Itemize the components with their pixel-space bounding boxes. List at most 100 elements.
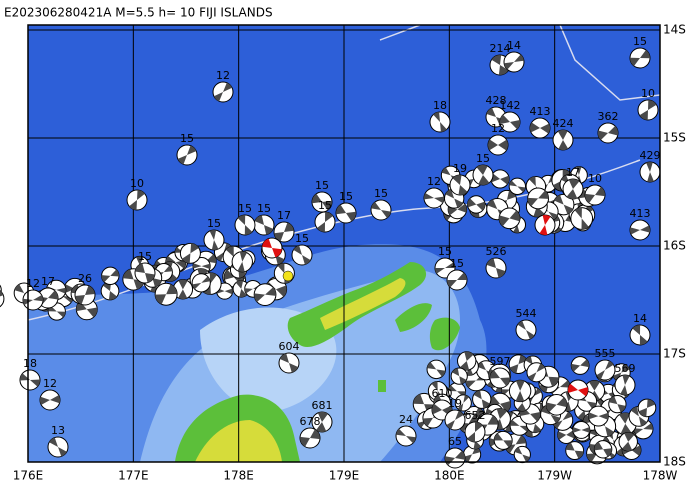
- ball-compression: [423, 193, 445, 203]
- focal-mechanism: [513, 445, 531, 464]
- lat-label: 16S: [663, 239, 686, 253]
- focal-mechanism: [485, 257, 507, 279]
- focal-mechanism: [74, 284, 96, 306]
- focal-mechanism: [629, 324, 651, 346]
- focal-mechanism: [552, 129, 574, 151]
- ball-compression: [541, 406, 561, 424]
- focal-mechanism: [526, 362, 547, 383]
- lat-label: 17S: [663, 347, 686, 361]
- depth-label: 604: [279, 340, 300, 353]
- depth-label: 19: [448, 397, 462, 410]
- ball-compression: [494, 433, 513, 448]
- ball-compression: [254, 287, 276, 302]
- focal-mechanism: [527, 187, 550, 210]
- ball-compression: [629, 50, 651, 66]
- ball-compression: [274, 222, 294, 242]
- ball-compression: [155, 284, 178, 305]
- depth-label: 678: [300, 415, 321, 428]
- focal-mechanism: [191, 273, 211, 293]
- focal-mechanism: [335, 202, 357, 224]
- focal-mechanism: [426, 359, 446, 380]
- focal-mechanism: [47, 436, 69, 458]
- ball-compression: [630, 406, 647, 427]
- focal-mechanism: [499, 111, 521, 133]
- ball-compression: [262, 238, 282, 258]
- focal-mechanism: [454, 394, 472, 412]
- ball-compression: [279, 353, 299, 373]
- focal-mechanism: [291, 244, 313, 266]
- ball-compression: [165, 256, 186, 269]
- focal-mechanism: [464, 421, 486, 443]
- ball-compression: [445, 189, 463, 208]
- focal-mechanism: [637, 398, 657, 418]
- focal-mechanism: [572, 420, 591, 439]
- lon-label: 180E: [434, 469, 465, 483]
- lon-label: 178W: [643, 469, 678, 483]
- lat-label: 15S: [663, 131, 686, 145]
- ball-compression: [588, 412, 609, 420]
- depth-label: 15: [633, 35, 647, 48]
- ball-compression: [620, 374, 630, 396]
- depth-label: 15: [374, 187, 388, 200]
- ball-compression: [530, 122, 550, 134]
- focal-mechanism: [493, 430, 513, 450]
- focal-mechanism: [608, 394, 627, 414]
- depth-label: 14: [633, 312, 647, 325]
- focal-mechanism: [472, 164, 494, 186]
- depth-label: 15: [450, 257, 464, 270]
- depth-label: 142: [500, 99, 521, 112]
- depth-label: 681: [312, 399, 333, 412]
- focal-mechanism: [370, 199, 392, 221]
- ball-compression: [254, 215, 274, 235]
- depth-label: 10: [588, 172, 602, 185]
- focal-mechanism: [594, 359, 616, 381]
- focal-mechanism: [593, 440, 613, 459]
- ball-compression: [515, 380, 525, 402]
- ball-compression: [216, 288, 233, 295]
- depth-label: 15: [180, 132, 194, 145]
- focal-mechanism: [487, 134, 509, 156]
- lon-label: 177E: [118, 469, 149, 483]
- ball-compression: [213, 82, 233, 102]
- ball-compression: [235, 280, 247, 298]
- ball-compression: [517, 320, 535, 340]
- focal-mechanism: [22, 289, 44, 311]
- ball-compression: [619, 412, 632, 435]
- focal-mechanism: [629, 219, 651, 241]
- ball-compression: [135, 263, 155, 283]
- ball-compression: [447, 272, 467, 288]
- depth-label: 15: [476, 152, 490, 165]
- depth-label: 15: [238, 202, 252, 215]
- focal-mechanism: [467, 195, 486, 214]
- ball-compression: [427, 362, 446, 377]
- depth-label: 10: [130, 177, 144, 190]
- depth-label: 15: [339, 190, 353, 203]
- ball-compression: [509, 180, 526, 193]
- focal-mechanism: [446, 269, 468, 291]
- depth-label: 214: [490, 42, 511, 55]
- depth-label: 12: [427, 175, 441, 188]
- focal-mechanism: [450, 367, 468, 385]
- depth-label: 10: [641, 87, 655, 100]
- depth-label: 555: [595, 347, 616, 360]
- focal-mechanism: [39, 389, 61, 411]
- focal-mechanism: [508, 177, 526, 196]
- ball-compression: [19, 373, 41, 387]
- focal-mechanism: [0, 290, 5, 308]
- depth-label: 544: [516, 307, 537, 320]
- ball-compression: [576, 166, 582, 184]
- ball-compression: [467, 198, 485, 211]
- focal-mechanism: [311, 191, 333, 213]
- focal-mechanism: [261, 237, 283, 259]
- focal-mechanism: [179, 242, 201, 264]
- lon-label: 178E: [223, 469, 254, 483]
- ball-compression: [574, 207, 589, 230]
- ball-compression: [622, 432, 635, 452]
- ball-compression: [452, 174, 468, 196]
- focal-mechanism: [498, 207, 521, 230]
- depth-label: 15: [207, 217, 221, 230]
- ball-compression: [434, 262, 456, 274]
- ball-compression: [638, 399, 656, 417]
- ball-compression: [192, 276, 211, 290]
